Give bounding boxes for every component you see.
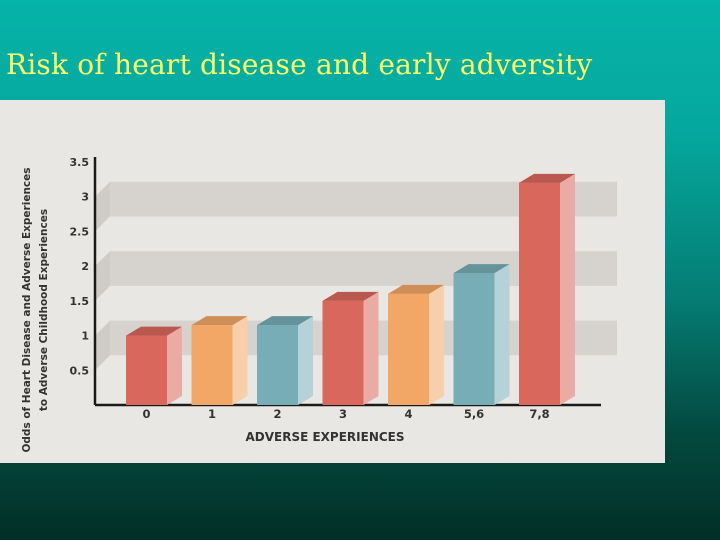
grid-band-side (95, 181, 110, 232)
bar-top (388, 284, 444, 294)
x-tick-label: 7,8 (529, 407, 549, 421)
y-tick-label: 2.5 (70, 225, 90, 238)
y-tick-label: 1.5 (70, 295, 90, 308)
bar-side (560, 173, 575, 405)
bar-top (519, 173, 575, 183)
x-tick-label: 0 (142, 407, 150, 421)
bar-front (257, 325, 298, 405)
bar-front (126, 335, 167, 405)
bar (257, 316, 313, 405)
bar-front (322, 300, 364, 405)
bar-front (519, 182, 560, 405)
bar-top (322, 291, 379, 301)
bar (191, 316, 248, 405)
x-axis-title: ADVERSE EXPERIENCES (245, 430, 404, 444)
bar-side (232, 316, 248, 405)
bar (322, 291, 379, 405)
bar-top (191, 316, 248, 326)
labels: 0.5 1 1.5 2 2.5 3 3.5 0 1 2 3 4 5,6 7,8 (70, 156, 550, 421)
grid-band-side (95, 320, 110, 371)
x-tick-label: 1 (208, 407, 216, 421)
bar-front (388, 293, 429, 405)
chart-panel: 0.5 1 1.5 2 2.5 3 3.5 0 1 2 3 4 5,6 7,8 ADVERSE EXPER… (0, 100, 665, 463)
y-axis-title-line2: to Adverse Childhood Experiences (38, 209, 50, 411)
y-tick-label: 2 (81, 260, 89, 273)
x-tick-label: 2 (273, 407, 281, 421)
bar-side (363, 291, 379, 405)
y-tick-label: 1 (81, 330, 89, 343)
bar (388, 284, 444, 405)
bar-top (257, 316, 313, 326)
bar-top (126, 326, 182, 336)
bar-side (429, 284, 444, 405)
bar-chart: 0.5 1 1.5 2 2.5 3 3.5 0 1 2 3 4 5,6 7,8 ADVERSE EXPER… (21, 156, 617, 453)
bar-side (298, 316, 313, 405)
x-tick-label: 4 (404, 407, 412, 421)
bar (519, 173, 575, 405)
bar-side (494, 264, 510, 405)
x-tick-label: 5,6 (464, 407, 484, 421)
grid-band-side (95, 251, 110, 301)
bar (126, 326, 182, 405)
y-tick-label: 3 (81, 191, 89, 204)
y-tick-label: 3.5 (70, 156, 90, 169)
x-tick-label: 3 (339, 407, 347, 421)
slide-title: Risk of heart disease and early adversit… (6, 48, 593, 81)
bars (126, 173, 575, 405)
bar (453, 264, 510, 405)
bar-top (453, 264, 510, 274)
bar-front (453, 273, 495, 405)
bar-front (191, 325, 233, 405)
y-tick-label: 0.5 (70, 364, 90, 377)
bar-side (167, 326, 182, 405)
y-axis-title-line1: Odds of Heart Disease and Adverse Experi… (21, 167, 33, 452)
